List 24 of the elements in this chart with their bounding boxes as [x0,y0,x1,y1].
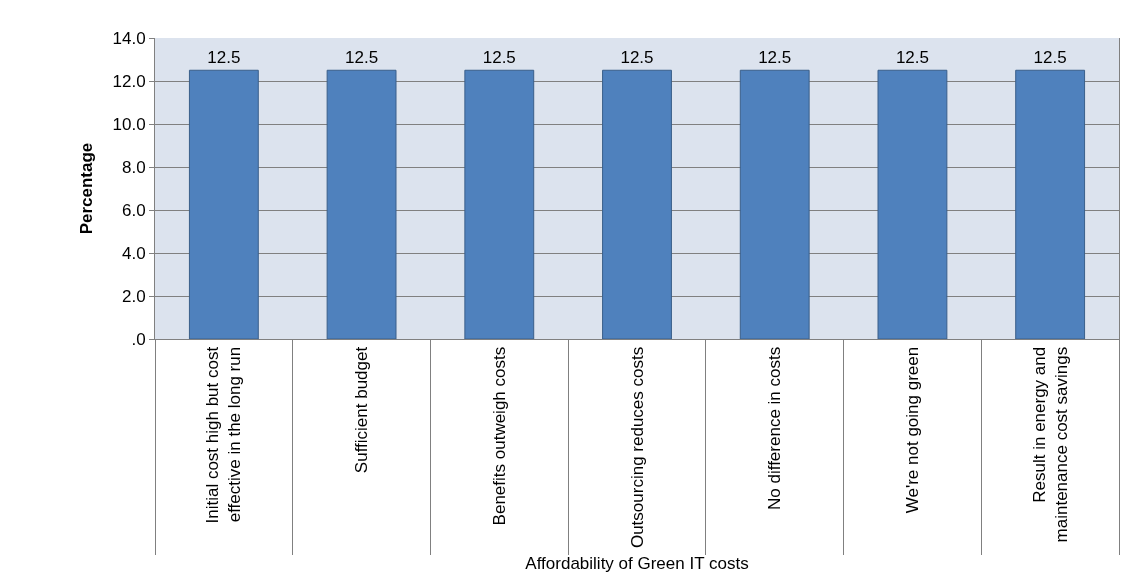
y-tick-label: 14.0 [112,28,146,48]
x-tick-label: Result in energy and maintenance cost savings [1029,346,1071,543]
x-tick-label: No difference in costs [765,346,785,510]
data-label: 12.5 [758,48,792,68]
data-label: 12.5 [482,48,516,68]
y-tick-label: .0 [131,329,146,349]
data-label: 12.5 [620,48,654,68]
y-tick-label: 10.0 [112,114,146,134]
data-label: 12.5 [895,48,929,68]
y-tick-label: 4.0 [121,243,146,263]
x-tick-label: Sufficient budget [352,346,372,474]
data-label: 12.5 [345,48,379,68]
x-tick-label: We're not going green [902,346,922,514]
data-label: 12.5 [207,48,241,68]
x-tick-label: Outsourcing reduces costs [627,346,647,549]
y-tick-label: 6.0 [121,200,146,220]
x-tick-label: Initial cost high but cost effective in the long run [203,346,245,524]
y-tick-label: 8.0 [121,157,146,177]
x-axis-title: Affordability of Green IT costs [525,554,749,574]
y-tick-label: 2.0 [121,286,146,306]
x-tick-label: Benefits outweigh costs [489,346,509,526]
data-label: 12.5 [1033,48,1067,68]
y-axis-title: Percentage [77,142,97,235]
y-tick-label: 12.0 [112,71,146,91]
